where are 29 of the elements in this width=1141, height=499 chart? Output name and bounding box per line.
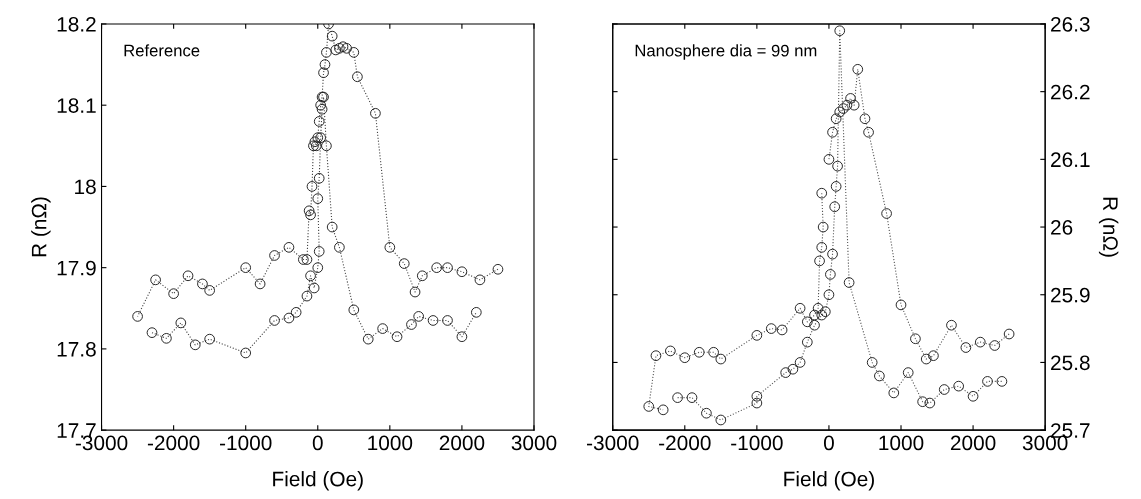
x-axis-title: Field (Oe) — [784, 471, 874, 491]
y2-tick-label: 26 — [1051, 220, 1073, 235]
x-tick-label: 0 — [823, 435, 834, 451]
y2-tick-label: 26.2 — [1051, 84, 1090, 100]
y2-axis-title: R (nΩ) — [1098, 197, 1119, 257]
y-tick-label: 17.8 — [57, 341, 96, 357]
y-tick-label: 17.9 — [57, 260, 96, 276]
x-tick-label: -1000 — [219, 435, 272, 451]
annotation: Reference — [124, 44, 200, 57]
x-tick-label: 1000 — [368, 435, 413, 451]
x-tick-label: -1000 — [731, 435, 783, 451]
y-tick-label: 18 — [75, 179, 96, 195]
annotation: Nanosphere dia = 99 nm — [635, 44, 817, 60]
x-tick-label: 2000 — [950, 435, 996, 451]
x-tick-label: -3000 — [587, 435, 639, 451]
x-tick-label: 1000 — [879, 435, 924, 451]
x-tick-label: 0 — [312, 435, 323, 451]
y2-tick-label: 26.3 — [1051, 16, 1090, 32]
x-axis-title: Field (Oe) — [273, 471, 363, 491]
x-tick-label: -2000 — [659, 435, 711, 451]
y-axis-title: R (nΩ) — [31, 197, 51, 257]
x-tick-label: -2000 — [147, 435, 200, 451]
y2-tick-label: 25.9 — [1051, 287, 1090, 303]
y-tick-label: 18.1 — [57, 98, 96, 113]
y2-tick-label: 26.1 — [1051, 152, 1090, 168]
x-tick-label: 2000 — [439, 435, 485, 451]
y2-tick-label: 25.8 — [1051, 355, 1090, 371]
x-tick-label: 3000 — [511, 435, 557, 451]
y-tick-label: 18.2 — [57, 16, 96, 32]
